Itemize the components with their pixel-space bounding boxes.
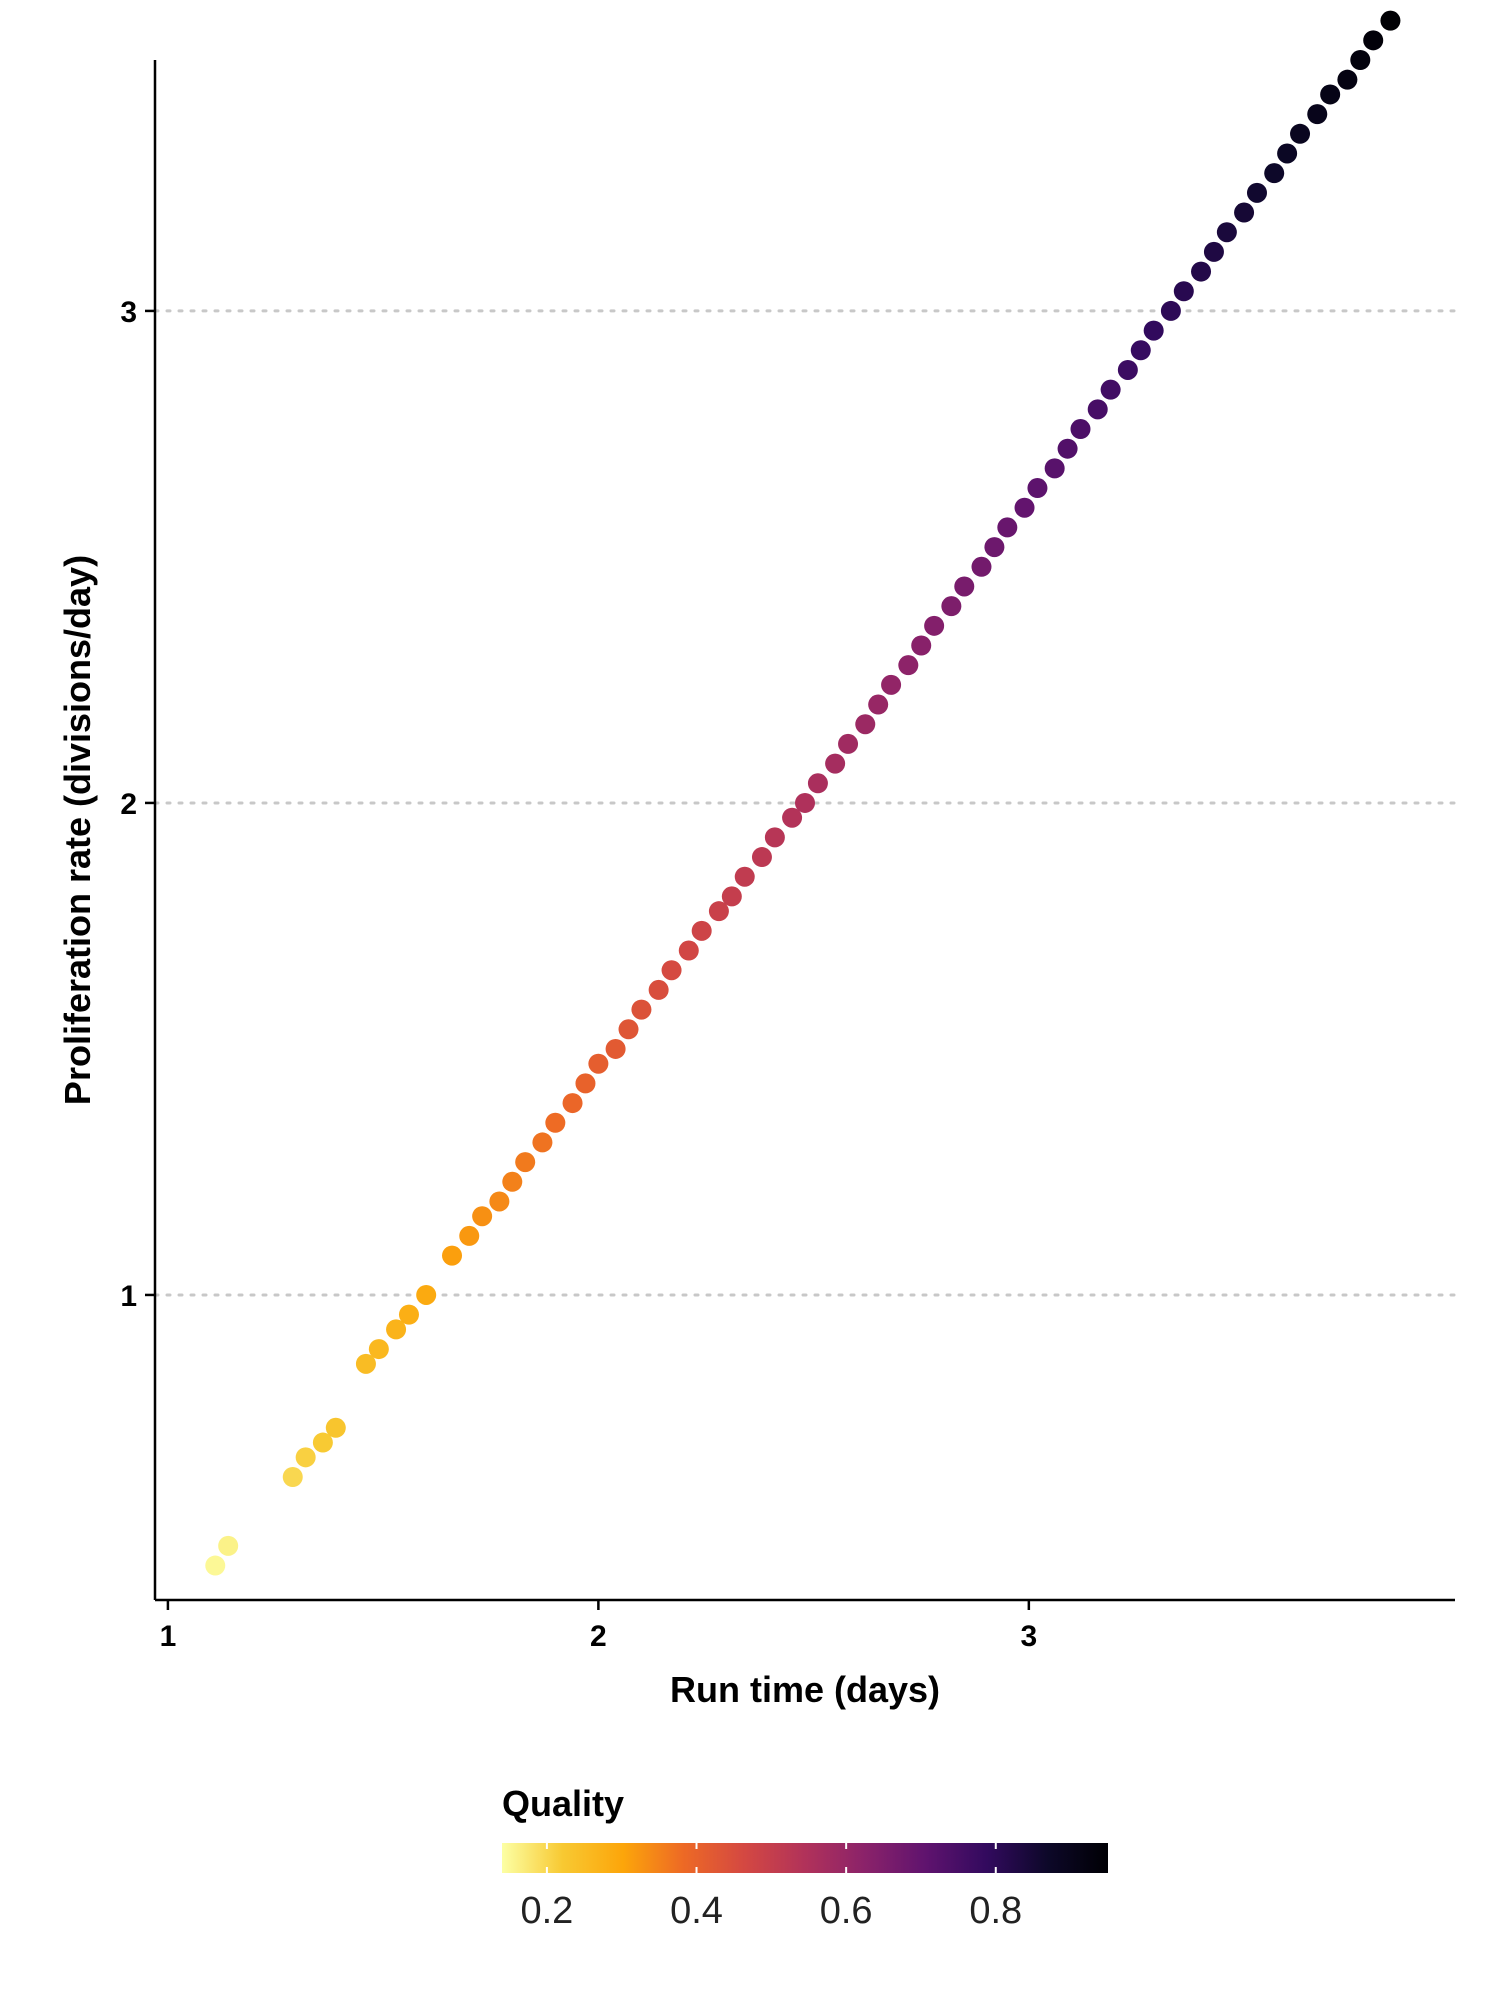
data-point [1087, 399, 1108, 420]
color-bar-label: 0.2 [520, 1890, 573, 1932]
data-point [807, 773, 828, 794]
data-point [898, 655, 919, 676]
data-point [1117, 359, 1138, 380]
data-point [442, 1245, 463, 1266]
color-bar-ticks: 0.2 0.4 0.6 0.8 [520, 1843, 1022, 1932]
data-point [911, 635, 932, 656]
data-point [502, 1171, 523, 1192]
data-point [751, 847, 772, 868]
data-point [1014, 497, 1035, 518]
data-point [941, 596, 962, 617]
data-point [1057, 438, 1078, 459]
axes [153, 60, 1455, 1602]
y-tick-label: 2 [120, 788, 137, 821]
data-point [984, 537, 1005, 558]
data-point [1130, 340, 1151, 361]
data-point [1100, 379, 1121, 400]
data-point [386, 1319, 407, 1340]
data-point [1363, 30, 1384, 51]
data-point [295, 1447, 316, 1468]
data-point [545, 1112, 566, 1133]
data-point [764, 827, 785, 848]
data-point [868, 694, 889, 715]
x-axis-title: Run time (days) [670, 1669, 940, 1710]
data-point [1264, 163, 1285, 184]
data-point [562, 1093, 583, 1114]
data-point [618, 1019, 639, 1040]
data-point [924, 615, 945, 636]
data-point [459, 1225, 480, 1246]
data-point [1246, 182, 1267, 203]
data-point [971, 556, 992, 577]
data-point [631, 999, 652, 1020]
x-tick-label: 1 [160, 1620, 177, 1653]
data-point [588, 1053, 609, 1074]
data-point [1277, 143, 1298, 164]
data-point [605, 1038, 626, 1059]
data-point [472, 1206, 493, 1227]
data-point [1044, 458, 1065, 479]
y-tick-label: 3 [120, 296, 137, 329]
y-tick-label: 1 [120, 1280, 137, 1313]
data-point [1337, 69, 1358, 90]
data-point [416, 1284, 437, 1305]
data-point [312, 1432, 333, 1453]
data-point [708, 901, 729, 922]
color-legend: Quality 0.2 0.4 0.6 0.8 [502, 1783, 1108, 1932]
x-tick-label: 2 [590, 1620, 607, 1653]
data-point [691, 920, 712, 941]
data-point [515, 1152, 536, 1173]
ticks: 1 2 3 1 2 3 [120, 296, 1037, 1653]
data-point [795, 792, 815, 813]
data-point [1290, 123, 1311, 144]
color-bar [502, 1843, 1108, 1873]
data-points [205, 10, 1401, 1576]
color-bar-label: 0.4 [670, 1890, 723, 1932]
data-point [734, 866, 755, 887]
color-bar-label: 0.6 [820, 1890, 873, 1932]
data-point [1320, 84, 1341, 105]
data-point [1203, 241, 1224, 262]
data-point [355, 1353, 376, 1374]
data-point [678, 940, 699, 961]
data-point [661, 960, 682, 981]
data-point [1173, 281, 1194, 302]
data-point [1160, 300, 1181, 321]
data-point [398, 1304, 419, 1325]
data-point [1216, 222, 1237, 243]
data-point [997, 517, 1018, 538]
data-point [1307, 104, 1328, 125]
data-point [1234, 202, 1255, 223]
data-point [1191, 261, 1212, 282]
data-point [205, 1555, 226, 1576]
data-point [1027, 478, 1048, 499]
data-point [282, 1466, 303, 1487]
legend-title: Quality [502, 1783, 624, 1824]
color-bar-label: 0.8 [969, 1890, 1022, 1932]
data-point [1380, 10, 1401, 31]
data-point [532, 1132, 553, 1153]
x-tick-label: 3 [1020, 1620, 1037, 1653]
data-point [954, 576, 975, 597]
data-point [825, 753, 846, 774]
data-point [782, 807, 803, 828]
data-point [838, 733, 859, 754]
y-axis-title: Proliferation rate (divisions/day) [57, 555, 98, 1105]
data-point [855, 714, 876, 735]
data-point [489, 1191, 510, 1212]
data-point [368, 1339, 389, 1360]
data-point [881, 674, 902, 695]
data-point [1070, 419, 1091, 440]
data-point [325, 1417, 346, 1438]
data-point [218, 1535, 239, 1556]
data-point [648, 979, 669, 1000]
data-point [575, 1073, 596, 1094]
data-point [1143, 320, 1164, 341]
data-point [721, 886, 742, 907]
data-point [1350, 50, 1371, 70]
